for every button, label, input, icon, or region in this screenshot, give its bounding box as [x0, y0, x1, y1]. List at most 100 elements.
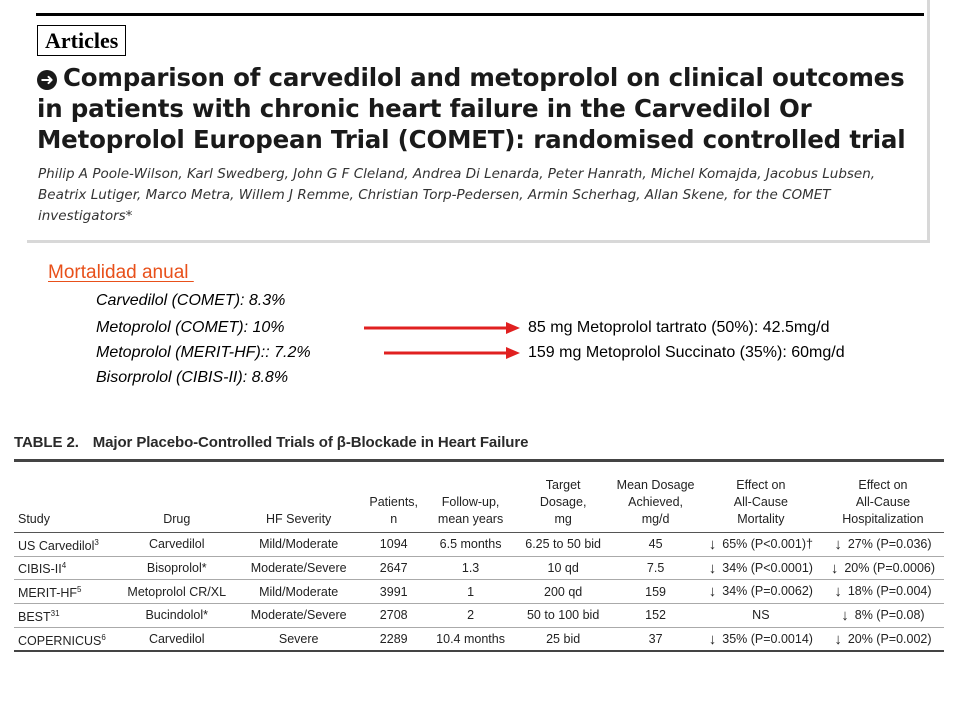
effect-cell: ↓ 20% (P=0.002): [821, 627, 944, 653]
column-header: Mean Dosage Achieved, mg/d: [611, 464, 700, 533]
column-header: Patients, n: [361, 464, 427, 533]
table-row: US Carvedilol3 Carvedilol Mild/Moderate 109…: [14, 532, 944, 557]
study-cell: US Carvedilol3: [14, 532, 118, 557]
effect-value: 8% (P=0.08): [854, 607, 925, 622]
patients-cell: 2708: [361, 603, 427, 628]
down-arrow-icon: ↓: [841, 606, 849, 624]
patients-cell: 3991: [361, 579, 427, 605]
table-header-row: Study Drug HF Severity Patients, n Follow-up,…: [14, 464, 944, 533]
column-header: HF Severity: [236, 464, 362, 533]
drug-cell: Bucindolol*: [117, 603, 237, 628]
effect-cell: ↓ 35% (P=0.0014): [699, 627, 822, 653]
mortality-item: Metoprolol (MERIT-HF):: 7.2%: [96, 344, 311, 361]
reference-number: 4: [61, 561, 67, 571]
patients-cell: 1094: [361, 532, 427, 557]
study-cell: BEST31: [14, 603, 118, 628]
followup-cell: 2: [426, 603, 515, 628]
patients-cell: 2289: [361, 627, 427, 653]
effect-value: 65% (P<0.001)†: [722, 536, 813, 551]
effect-value: 34% (P=0.0062): [722, 584, 813, 599]
target-dose-cell: 25 bid: [514, 627, 612, 653]
article-clipping: Articles ➜ Comparison of carvedilol and m…: [27, 0, 930, 243]
effect-value: 35% (P=0.0014): [722, 631, 813, 646]
down-arrow-icon: ↓: [708, 559, 717, 577]
column-header: Drug: [117, 464, 237, 533]
effect-cell: ↓ 65% (P<0.001)†: [699, 532, 822, 557]
effect-cell: ↓ 20% (P=0.0006): [821, 556, 944, 581]
severity-cell: Moderate/Severe: [236, 556, 362, 581]
effect-value: 20% (P=0.002): [847, 631, 932, 646]
mean-dose-cell: 37: [611, 627, 700, 653]
mortality-item: Metoprolol (COMET): 10%: [96, 319, 285, 336]
target-dose-cell: 10 qd: [514, 556, 612, 581]
effect-value: 34% (P<0.0001): [722, 560, 813, 575]
effect-value: 18% (P=0.004): [847, 584, 932, 599]
table-row: COPERNICUS6 Carvedilol Severe 2289 10.4 mont…: [14, 627, 944, 653]
table-number: TABLE 2.: [14, 434, 79, 451]
effect-value: 27% (P=0.036): [847, 536, 932, 551]
severity-cell: Mild/Moderate: [236, 532, 362, 557]
down-arrow-icon: ↓: [708, 535, 717, 553]
column-header: Follow-up, mean years: [426, 464, 515, 533]
red-arrow-icon: [384, 347, 520, 359]
target-dose-cell: 200 qd: [514, 579, 612, 605]
table-top-rule: [14, 459, 944, 462]
column-header: Study: [14, 464, 118, 533]
effect-cell: ↓ 27% (P=0.036): [821, 532, 944, 557]
drug-cell: Carvedilol: [117, 627, 237, 653]
article-title: ➜ Comparison of carvedilol and metoprolol…: [37, 62, 917, 155]
followup-cell: 1: [426, 579, 515, 605]
table-row: BEST31 Bucindolol* Moderate/Severe 2708 2 50 …: [14, 603, 944, 628]
table-row: CIBIS-II4 Bisoprolol* Moderate/Severe 2647 1…: [14, 556, 944, 581]
reference-number: 5: [77, 585, 82, 595]
column-header: Effect on All-Cause Mortality: [699, 464, 822, 533]
reference-number: 3: [94, 537, 99, 547]
effect-cell: NS: [699, 603, 822, 628]
drug-cell: Bisoprolol*: [117, 556, 237, 581]
effect-cell: ↓ 8% (P=0.08): [821, 603, 944, 628]
top-rule: [36, 13, 924, 16]
severity-cell: Moderate/Severe: [236, 603, 362, 628]
table-row: MERIT-HF5 Metoprolol CR/XL Mild/Moderate 39…: [14, 579, 944, 605]
article-authors: Philip A Poole-Wilson, Karl Swedberg, Jo…: [38, 166, 876, 224]
mortality-item: Bisorprolol (CIBIS-II): 8.8%: [96, 369, 289, 386]
table-title: TABLE 2. Major Placebo-Controlled Trials …: [14, 434, 528, 451]
reference-number: 6: [101, 632, 106, 642]
effect-cell: ↓ 18% (P=0.004): [821, 579, 944, 605]
table-title-text: Major Placebo-Controlled Trials of β-Blo…: [92, 434, 529, 451]
mean-dose-cell: 45: [611, 532, 700, 557]
study-cell: CIBIS-II4: [14, 556, 118, 581]
effect-cell: ↓ 34% (P<0.0001): [699, 556, 822, 581]
down-arrow-icon: ↓: [834, 630, 842, 648]
down-arrow-icon: ↓: [708, 630, 717, 648]
effect-value: 20% (P=0.0006): [844, 560, 936, 575]
trials-table: Study Drug HF Severity Patients, n Follow-up,…: [14, 464, 944, 653]
article-title-text: Comparison of carvedilol and metoprolol …: [37, 63, 906, 154]
mean-dose-cell: 152: [611, 603, 700, 628]
study-cell: COPERNICUS6: [14, 627, 118, 653]
severity-cell: Severe: [236, 627, 362, 653]
mean-dose-cell: 7.5: [611, 556, 700, 581]
mortality-item: Carvedilol (COMET): 8.3%: [96, 292, 286, 309]
column-header: Effect on All-Cause Hospitalization: [821, 464, 944, 533]
reference-number: 31: [50, 608, 60, 618]
mean-dose-cell: 159: [611, 579, 700, 605]
open-access-arrow-icon: ➜: [37, 70, 57, 90]
red-arrow-icon: [364, 322, 520, 334]
dose-note: 159 mg Metoprolol Succinato (35%): 60mg/…: [528, 344, 845, 361]
drug-cell: Carvedilol: [117, 532, 237, 557]
section-label: Articles: [37, 25, 127, 56]
followup-cell: 6.5 months: [426, 532, 515, 557]
column-header: Target Dosage, mg: [514, 464, 612, 533]
followup-cell: 1.3: [426, 556, 515, 581]
drug-cell: Metoprolol CR/XL: [117, 579, 237, 605]
down-arrow-icon: ↓: [834, 583, 842, 601]
target-dose-cell: 50 to 100 bid: [514, 603, 612, 628]
target-dose-cell: 6.25 to 50 bid: [514, 532, 612, 557]
effect-cell: ↓ 34% (P=0.0062): [699, 579, 822, 605]
dose-note: 85 mg Metoprolol tartrato (50%): 42.5mg/…: [528, 319, 830, 336]
effect-value: NS: [752, 608, 770, 623]
severity-cell: Mild/Moderate: [236, 579, 362, 605]
followup-cell: 10.4 months: [426, 627, 515, 653]
patients-cell: 2647: [361, 556, 427, 581]
